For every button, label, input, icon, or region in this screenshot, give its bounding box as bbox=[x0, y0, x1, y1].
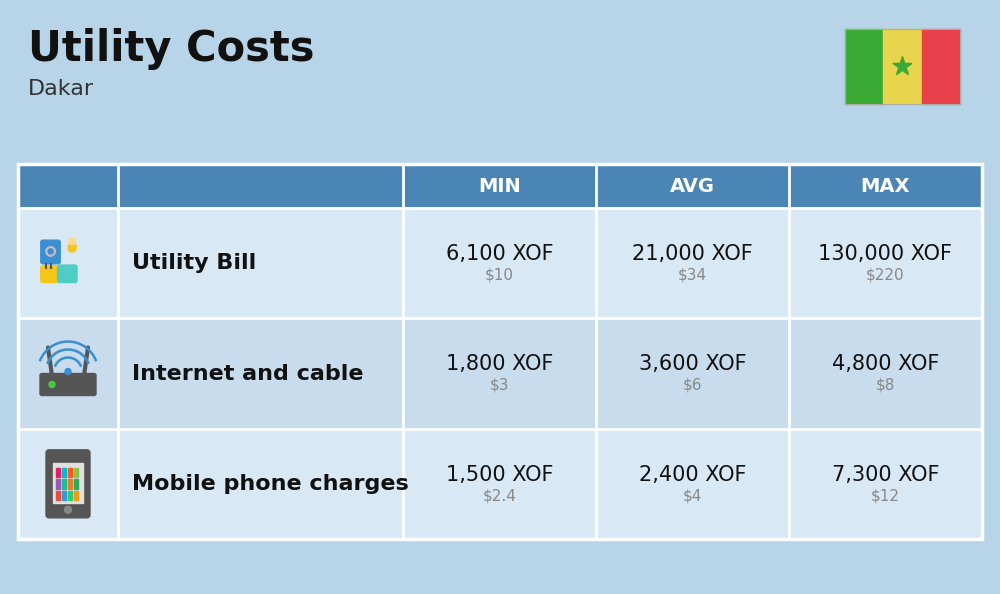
Bar bbox=[53, 463, 83, 503]
Bar bbox=[74, 491, 78, 500]
Bar bbox=[74, 479, 78, 488]
Bar bbox=[596, 318, 789, 429]
Text: Internet and cable: Internet and cable bbox=[132, 364, 364, 384]
Text: Utility Costs: Utility Costs bbox=[28, 28, 314, 70]
Bar bbox=[845, 29, 883, 104]
Text: $220: $220 bbox=[866, 268, 905, 283]
Bar bbox=[62, 491, 66, 500]
Circle shape bbox=[46, 247, 55, 256]
Bar bbox=[118, 429, 403, 539]
Text: MIN: MIN bbox=[478, 176, 521, 195]
Bar bbox=[789, 208, 982, 318]
Text: 7,300 XOF: 7,300 XOF bbox=[832, 465, 939, 485]
Text: 6,100 XOF: 6,100 XOF bbox=[446, 244, 553, 264]
Text: $3: $3 bbox=[490, 378, 509, 393]
Circle shape bbox=[49, 381, 55, 387]
Bar bbox=[596, 208, 789, 318]
Bar bbox=[789, 429, 982, 539]
Text: 1,800 XOF: 1,800 XOF bbox=[446, 355, 553, 374]
Text: 21,000 XOF: 21,000 XOF bbox=[632, 244, 753, 264]
Bar bbox=[403, 164, 596, 208]
FancyBboxPatch shape bbox=[41, 266, 57, 283]
Bar bbox=[74, 468, 78, 477]
Text: Mobile phone charges: Mobile phone charges bbox=[132, 474, 409, 494]
Bar bbox=[883, 29, 922, 104]
Text: 4,800 XOF: 4,800 XOF bbox=[832, 355, 939, 374]
Bar bbox=[68, 491, 72, 500]
Text: $6: $6 bbox=[683, 378, 702, 393]
Bar bbox=[56, 491, 60, 500]
Text: $10: $10 bbox=[485, 268, 514, 283]
Text: $4: $4 bbox=[683, 488, 702, 503]
Bar bbox=[18, 208, 118, 318]
Bar bbox=[18, 164, 982, 539]
Bar bbox=[18, 429, 118, 539]
Bar bbox=[118, 164, 403, 208]
Bar bbox=[68, 479, 72, 488]
Text: $8: $8 bbox=[876, 378, 895, 393]
Circle shape bbox=[65, 368, 71, 374]
Bar bbox=[403, 318, 596, 429]
Bar bbox=[56, 468, 60, 477]
Bar bbox=[789, 164, 982, 208]
Bar bbox=[403, 208, 596, 318]
Text: 130,000 XOF: 130,000 XOF bbox=[818, 244, 952, 264]
Bar bbox=[118, 208, 403, 318]
FancyBboxPatch shape bbox=[40, 374, 96, 396]
Bar bbox=[789, 318, 982, 429]
Bar bbox=[62, 479, 66, 488]
Polygon shape bbox=[893, 56, 912, 75]
Text: Utility Bill: Utility Bill bbox=[132, 253, 256, 273]
Text: $34: $34 bbox=[678, 268, 707, 283]
Text: AVG: AVG bbox=[670, 176, 715, 195]
Bar bbox=[922, 29, 960, 104]
Bar bbox=[62, 468, 66, 477]
Bar bbox=[403, 429, 596, 539]
Circle shape bbox=[69, 238, 76, 245]
Text: $2.4: $2.4 bbox=[483, 488, 516, 503]
Bar bbox=[845, 29, 960, 104]
Bar bbox=[596, 429, 789, 539]
Circle shape bbox=[68, 244, 76, 252]
Bar bbox=[18, 164, 118, 208]
FancyBboxPatch shape bbox=[46, 450, 90, 518]
Bar bbox=[56, 479, 60, 488]
Bar bbox=[68, 468, 72, 477]
Text: 3,600 XOF: 3,600 XOF bbox=[639, 355, 746, 374]
Bar bbox=[596, 164, 789, 208]
FancyBboxPatch shape bbox=[58, 265, 77, 283]
Text: 2,400 XOF: 2,400 XOF bbox=[639, 465, 746, 485]
Bar bbox=[18, 318, 118, 429]
Text: 1,500 XOF: 1,500 XOF bbox=[446, 465, 553, 485]
Circle shape bbox=[48, 249, 53, 254]
FancyBboxPatch shape bbox=[41, 240, 60, 264]
Bar bbox=[118, 318, 403, 429]
Text: MAX: MAX bbox=[861, 176, 910, 195]
Circle shape bbox=[64, 506, 72, 513]
Text: Dakar: Dakar bbox=[28, 79, 94, 99]
Text: $12: $12 bbox=[871, 488, 900, 503]
